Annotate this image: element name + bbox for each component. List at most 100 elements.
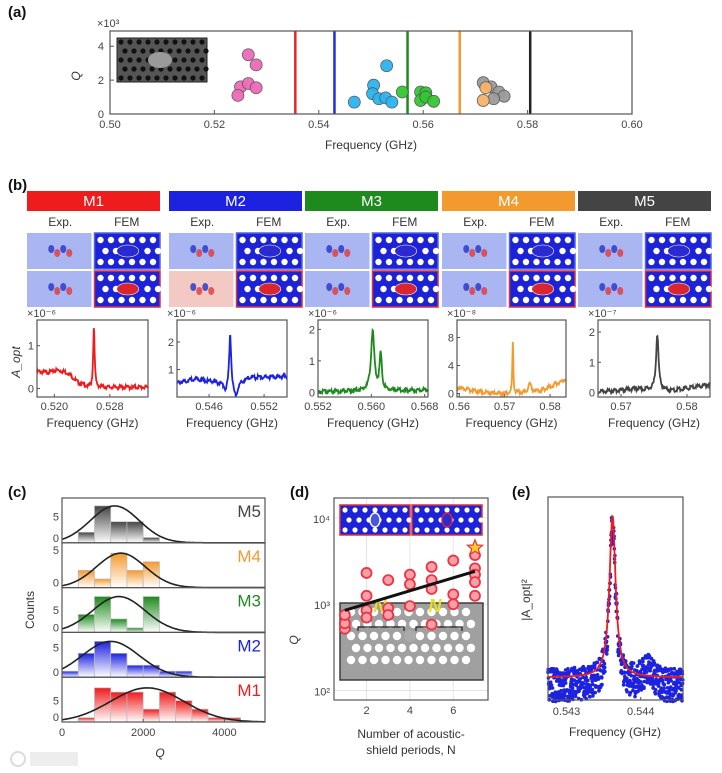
fem-hole	[249, 258, 257, 266]
data-point	[382, 609, 395, 621]
data-point	[584, 675, 588, 680]
fem-hole	[522, 274, 530, 282]
data-point-blue	[380, 59, 394, 73]
crystal-hole	[190, 57, 196, 63]
fem-label: FEM	[665, 215, 690, 229]
panel-label-e: (e)	[512, 484, 530, 501]
data-point	[605, 652, 609, 656]
fem-hole	[239, 274, 246, 282]
plot-frame	[317, 319, 429, 398]
exp-mode-lobe	[611, 283, 618, 291]
fem-label: FEM	[114, 215, 139, 229]
fem-hole	[149, 236, 157, 244]
inset-hole	[414, 507, 420, 513]
data-point	[360, 589, 373, 602]
histogram-bar	[126, 521, 144, 544]
fem-hole	[564, 236, 572, 244]
histogram-bar	[110, 552, 128, 588]
x-tick-label: 0.546	[195, 401, 223, 413]
fem-hole	[149, 258, 157, 266]
x-tick-label: 0.544	[627, 706, 655, 718]
data-point	[588, 695, 592, 699]
data-point	[550, 686, 555, 690]
data-point	[625, 689, 629, 694]
fem-hole	[517, 247, 524, 255]
data-point	[656, 684, 661, 688]
fem-hole	[102, 285, 109, 293]
exp-mode-lobe	[617, 287, 624, 295]
y-tick-label: 1	[28, 341, 34, 353]
fem-hole	[543, 236, 551, 244]
data-point	[577, 689, 581, 693]
exp-mode-lobe	[326, 245, 333, 253]
fem-hole	[107, 236, 115, 244]
crystal-hole	[190, 75, 196, 81]
data-point	[581, 681, 586, 686]
x-tick-label: 6	[450, 705, 456, 717]
data-point	[628, 690, 633, 695]
data-point	[600, 682, 604, 687]
crystal-hole	[163, 39, 169, 45]
inset-hole	[358, 631, 367, 641]
y-multiplier: ×10⁻⁶	[167, 308, 196, 320]
crystal-hole	[199, 57, 205, 63]
inset-hole	[369, 655, 379, 665]
x-tick-label: 0.60	[621, 119, 642, 131]
inset-hole	[464, 507, 470, 513]
fem-hole	[375, 236, 382, 244]
fem-hole	[270, 296, 278, 304]
y-multiplier: ×10⁻⁶	[308, 308, 337, 320]
inset-hole	[450, 655, 459, 665]
data-point	[602, 665, 607, 670]
inset-hole	[478, 517, 484, 523]
fem-hole	[669, 296, 676, 304]
data-point	[561, 680, 565, 684]
data-point	[633, 694, 637, 699]
crystal-hole	[140, 66, 146, 72]
fem-hole	[554, 296, 561, 304]
exp-mode-lobe	[475, 283, 482, 291]
fem-hole	[554, 274, 561, 282]
fem-hole	[270, 258, 278, 266]
fem-hole	[128, 274, 136, 282]
exp-mode-lobe	[48, 245, 55, 253]
fem-hole	[406, 236, 414, 244]
fem-hole	[427, 258, 435, 266]
x-tick-label: 0.552	[304, 401, 332, 413]
crystal-hole	[127, 39, 133, 45]
data-point	[447, 598, 460, 611]
inset-hole	[372, 507, 378, 513]
spectrum-line	[456, 341, 567, 399]
x-tick-label: 0.56	[412, 119, 433, 131]
fem-hole	[417, 296, 424, 304]
x-tick-label: 0.528	[96, 401, 124, 413]
data-point	[549, 683, 554, 687]
data-point	[572, 665, 577, 670]
fem-hole	[97, 258, 104, 266]
data-point	[653, 691, 658, 696]
data-point	[578, 677, 582, 681]
fem-hole	[669, 258, 676, 266]
exp-mode-lobe	[338, 245, 345, 253]
data-point	[666, 680, 671, 685]
exp-mode-lobe	[196, 287, 203, 295]
fem-hole	[118, 296, 125, 304]
fem-hole	[648, 296, 655, 304]
plot-frame	[333, 497, 489, 701]
y-tick-label: 1	[168, 365, 174, 377]
data-point	[570, 689, 575, 693]
mode-header	[305, 191, 438, 211]
data-point	[652, 661, 657, 665]
x-tick-label: 0.58	[676, 401, 697, 413]
data-point	[589, 667, 594, 671]
fem-hole	[97, 236, 104, 244]
y-tick-label: 5	[53, 642, 59, 654]
fem-hole	[396, 296, 403, 304]
crystal-hole	[127, 75, 133, 81]
mode-label: M2	[237, 636, 261, 655]
inset-hole	[444, 527, 450, 533]
inset-hole	[427, 631, 436, 641]
inset-hole	[424, 507, 430, 513]
plot-frame	[61, 676, 266, 723]
crystal-hole	[190, 39, 196, 45]
